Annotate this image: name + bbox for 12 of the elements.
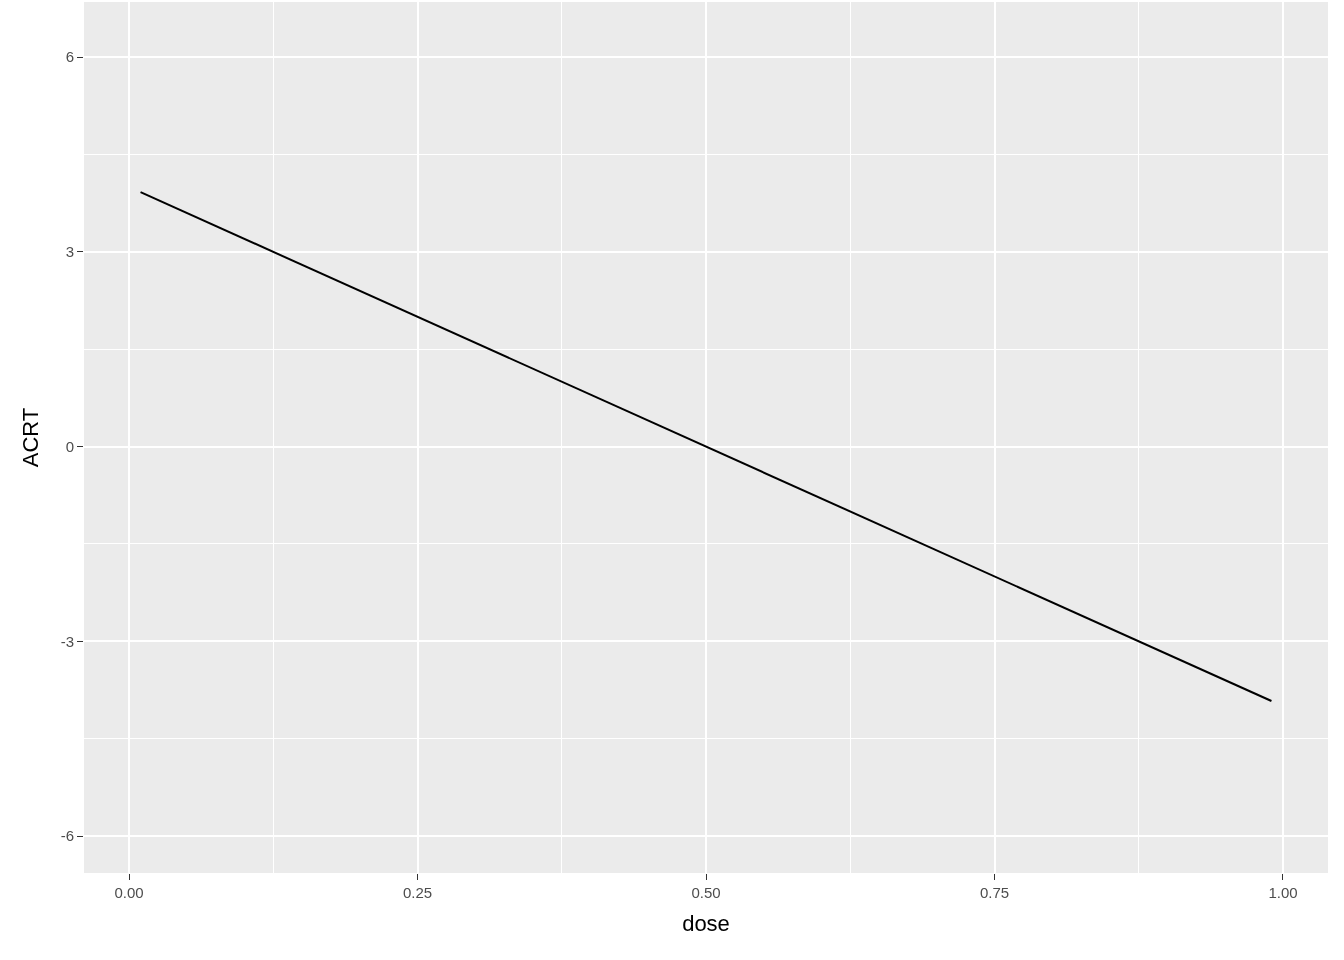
y-tick-label: -6 [60,827,74,845]
x-tick-label: 0.50 [691,884,721,901]
x-axis-title: dose [682,910,730,936]
y-tick-label: 0 [65,437,74,455]
y-tick-label: 6 [65,48,74,66]
x-tick-label: 0.75 [979,884,1010,901]
x-tick-label: 0.00 [114,884,144,901]
y-tick-label: 3 [65,243,74,261]
y-axis-title: ACRT [18,407,44,468]
x-tick-label: 1.00 [1268,884,1298,901]
x-tick-label: 0.25 [402,884,433,901]
y-tick-label: -3 [60,632,74,650]
